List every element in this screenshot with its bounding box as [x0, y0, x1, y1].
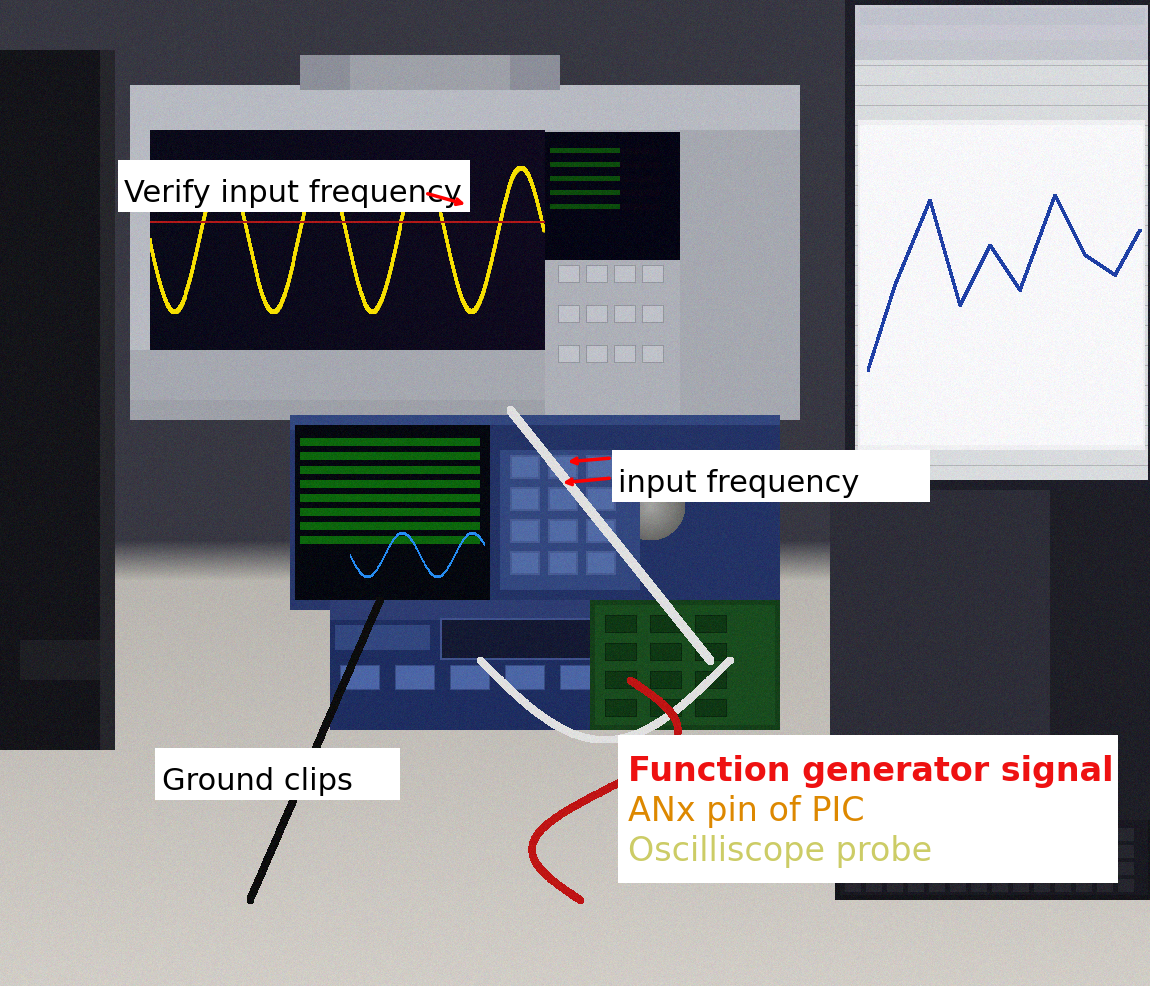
Bar [155, 748, 400, 800]
Bar [612, 450, 930, 502]
Text: Ground clips: Ground clips [162, 766, 353, 796]
Text: input frequency: input frequency [618, 468, 859, 498]
Text: Oscilliscope probe: Oscilliscope probe [628, 835, 933, 869]
Text: Verify input frequency: Verify input frequency [124, 178, 462, 207]
Bar [118, 160, 470, 212]
Text: ANx pin of PIC: ANx pin of PIC [628, 796, 865, 828]
Text: Function generator signal: Function generator signal [628, 755, 1113, 789]
Bar [618, 735, 1118, 883]
